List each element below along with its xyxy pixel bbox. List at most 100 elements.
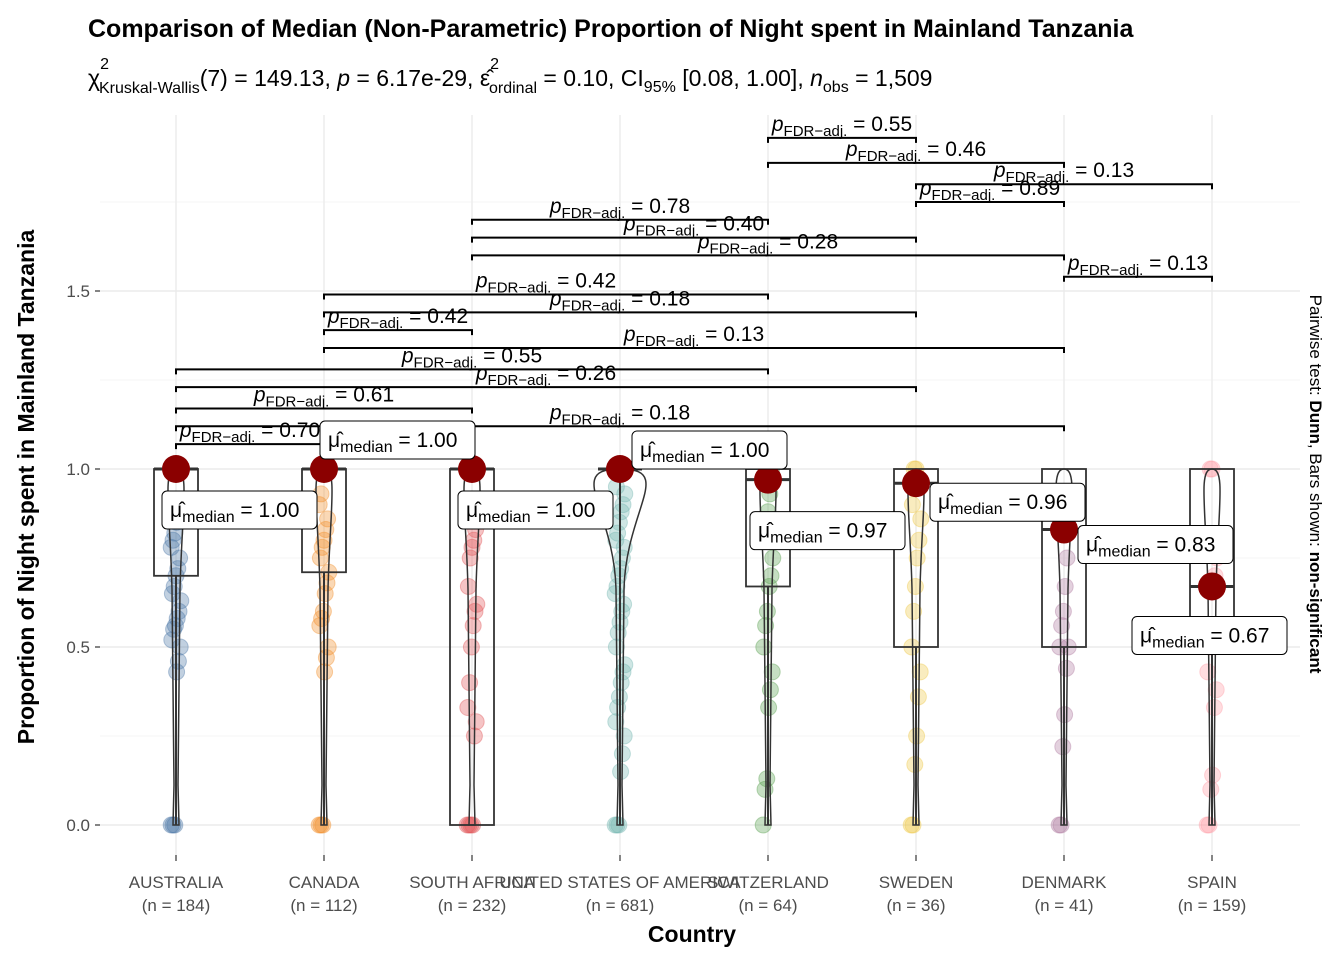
x-tick-count: (n = 64)	[738, 896, 797, 915]
data-point	[757, 617, 775, 635]
bracket-line	[471, 254, 1065, 261]
pairwise-bracket: pFDR−adj. = 0.18	[323, 287, 917, 318]
pairwise-bracket: pFDR−adj. = 0.55	[767, 113, 917, 143]
pairwise-bracket: pFDR−adj. = 0.28	[471, 230, 1065, 261]
bracket-line	[175, 386, 917, 393]
median-point	[1050, 515, 1078, 544]
bracket-line	[471, 236, 917, 243]
data-point	[613, 602, 631, 620]
x-tick-count: (n = 232)	[438, 896, 507, 915]
data-point	[459, 699, 477, 717]
median-label-box	[631, 430, 788, 470]
data-point	[910, 531, 928, 549]
pairwise-p-label: pFDR−adj. = 0.13	[1067, 252, 1208, 279]
pairwise-bracket: pFDR−adj. = 0.89	[915, 177, 1065, 207]
median-label-text: μ̂median = 0.67	[1140, 624, 1269, 651]
bracket-line	[175, 407, 473, 414]
bracket-line	[915, 201, 1065, 207]
pairwise-p-label: pFDR−adj. = 0.42	[327, 305, 468, 332]
pairwise-bracket: pFDR−adj. = 0.61	[175, 383, 473, 414]
axes: 0.0 0.5 1.0 1.5 AUSTRALIA (n = 184) CANADA (n =…	[66, 282, 1246, 915]
x-tick-label: SWITZERLAND	[707, 873, 829, 892]
data-point	[462, 638, 480, 656]
pairwise-caption: Pairwise test: Dunn, Bars shown: non-sig…	[1306, 295, 1325, 674]
data-point	[464, 617, 482, 635]
median-point	[458, 455, 486, 483]
median-label-text: μ̂median = 0.97	[758, 520, 887, 547]
data-point	[1053, 617, 1071, 635]
group-sweden	[893, 460, 939, 834]
median-label-box	[1131, 615, 1288, 655]
pairwise-bracket: pFDR−adj. = 0.13	[915, 159, 1213, 190]
data-point	[467, 713, 485, 731]
median-label-box	[749, 511, 906, 551]
x-tick-label: AUSTRALIA	[129, 873, 224, 892]
pairwise-p-label: pFDR−adj. = 0.18	[549, 401, 690, 428]
bracket-line	[1063, 275, 1213, 282]
bracket-line	[175, 425, 1065, 432]
data-point	[463, 538, 481, 556]
data-point	[607, 713, 625, 731]
bracket-line	[471, 218, 769, 225]
x-tick-label: UNITED STATES OF AMERICA	[499, 873, 741, 892]
y-axis-title: Proportion of Night spent in Mainland Ta…	[13, 230, 39, 745]
bracket-line	[915, 183, 1213, 190]
group-united-states-of-america	[593, 455, 647, 834]
data-point	[1202, 780, 1220, 798]
data-point	[1199, 663, 1217, 681]
pairwise-bracket: pFDR−adj. = 0.18	[175, 401, 1065, 432]
data-point	[165, 620, 183, 638]
data-point	[168, 610, 186, 628]
median-label-text: μ̂median = 1.00	[328, 429, 457, 456]
data-point	[315, 531, 333, 549]
bracket-line	[323, 293, 769, 300]
median-point	[902, 469, 930, 498]
pairwise-p-label: pFDR−adj. = 0.13	[623, 323, 764, 350]
data-point	[912, 510, 930, 528]
group-denmark	[1041, 468, 1087, 834]
bracket-line	[323, 346, 1065, 353]
data-point	[903, 496, 921, 514]
data-point	[758, 770, 776, 788]
median-label: μ̂median = 1.00	[161, 490, 318, 530]
pairwise-comparisons: pFDR−adj. = 0.70 pFDR−adj. = 0.61 pFDR−adj…	[175, 113, 1213, 450]
median-label: μ̂median = 1.00	[457, 490, 614, 530]
median-label: μ̂median = 1.00	[319, 420, 476, 460]
data-point	[164, 531, 182, 549]
x-tick-label: SWEDEN	[879, 873, 954, 892]
median-label-text: μ̂median = 1.00	[640, 439, 769, 466]
data-point	[911, 663, 929, 681]
data-point	[762, 567, 780, 585]
data-point	[906, 755, 924, 773]
pairwise-bracket: pFDR−adj. = 0.42	[323, 305, 473, 336]
x-axis-title: Country	[648, 921, 736, 947]
x-tick-label: DENMARK	[1021, 873, 1107, 892]
median-label: μ̂median = 0.96	[929, 482, 1086, 522]
pairwise-p-label: pFDR−adj. = 0.89	[919, 177, 1060, 204]
pairwise-bracket: pFDR−adj. = 0.13	[1063, 252, 1213, 282]
x-tick-count: (n = 112)	[290, 896, 357, 915]
median-label-text: μ̂median = 1.00	[170, 499, 299, 526]
median-label: μ̂median = 0.83	[1077, 525, 1234, 565]
pairwise-bracket: pFDR−adj. = 0.13	[323, 323, 1065, 353]
pairwise-p-label: pFDR−adj. = 0.13	[993, 159, 1134, 186]
median-label-text: μ̂median = 0.96	[938, 491, 1067, 518]
pairwise-p-label: pFDR−adj. = 0.78	[549, 195, 690, 222]
data-point	[609, 524, 627, 542]
x-tick-count: (n = 36)	[886, 896, 945, 915]
data-point	[1056, 577, 1074, 595]
bracket-line	[323, 329, 473, 336]
median-label-box	[319, 420, 476, 460]
pairwise-bracket: pFDR−adj. = 0.78	[471, 195, 769, 225]
median-label: μ̂median = 0.67	[1131, 615, 1288, 655]
pairwise-p-label: pFDR−adj. = 0.70	[179, 419, 320, 446]
pairwise-p-label: pFDR−adj. = 0.28	[697, 230, 838, 257]
data-point	[313, 610, 331, 628]
pairwise-p-label: pFDR−adj. = 0.18	[549, 287, 690, 314]
pairwise-bracket: pFDR−adj. = 0.55	[175, 344, 769, 375]
pairwise-p-label: pFDR−adj. = 0.42	[475, 270, 616, 297]
x-tick-count: (n = 184)	[142, 896, 211, 915]
pairwise-p-label: pFDR−adj. = 0.40	[623, 213, 764, 240]
pairwise-bracket: pFDR−adj. = 0.40	[471, 213, 917, 243]
median-point	[606, 455, 634, 483]
